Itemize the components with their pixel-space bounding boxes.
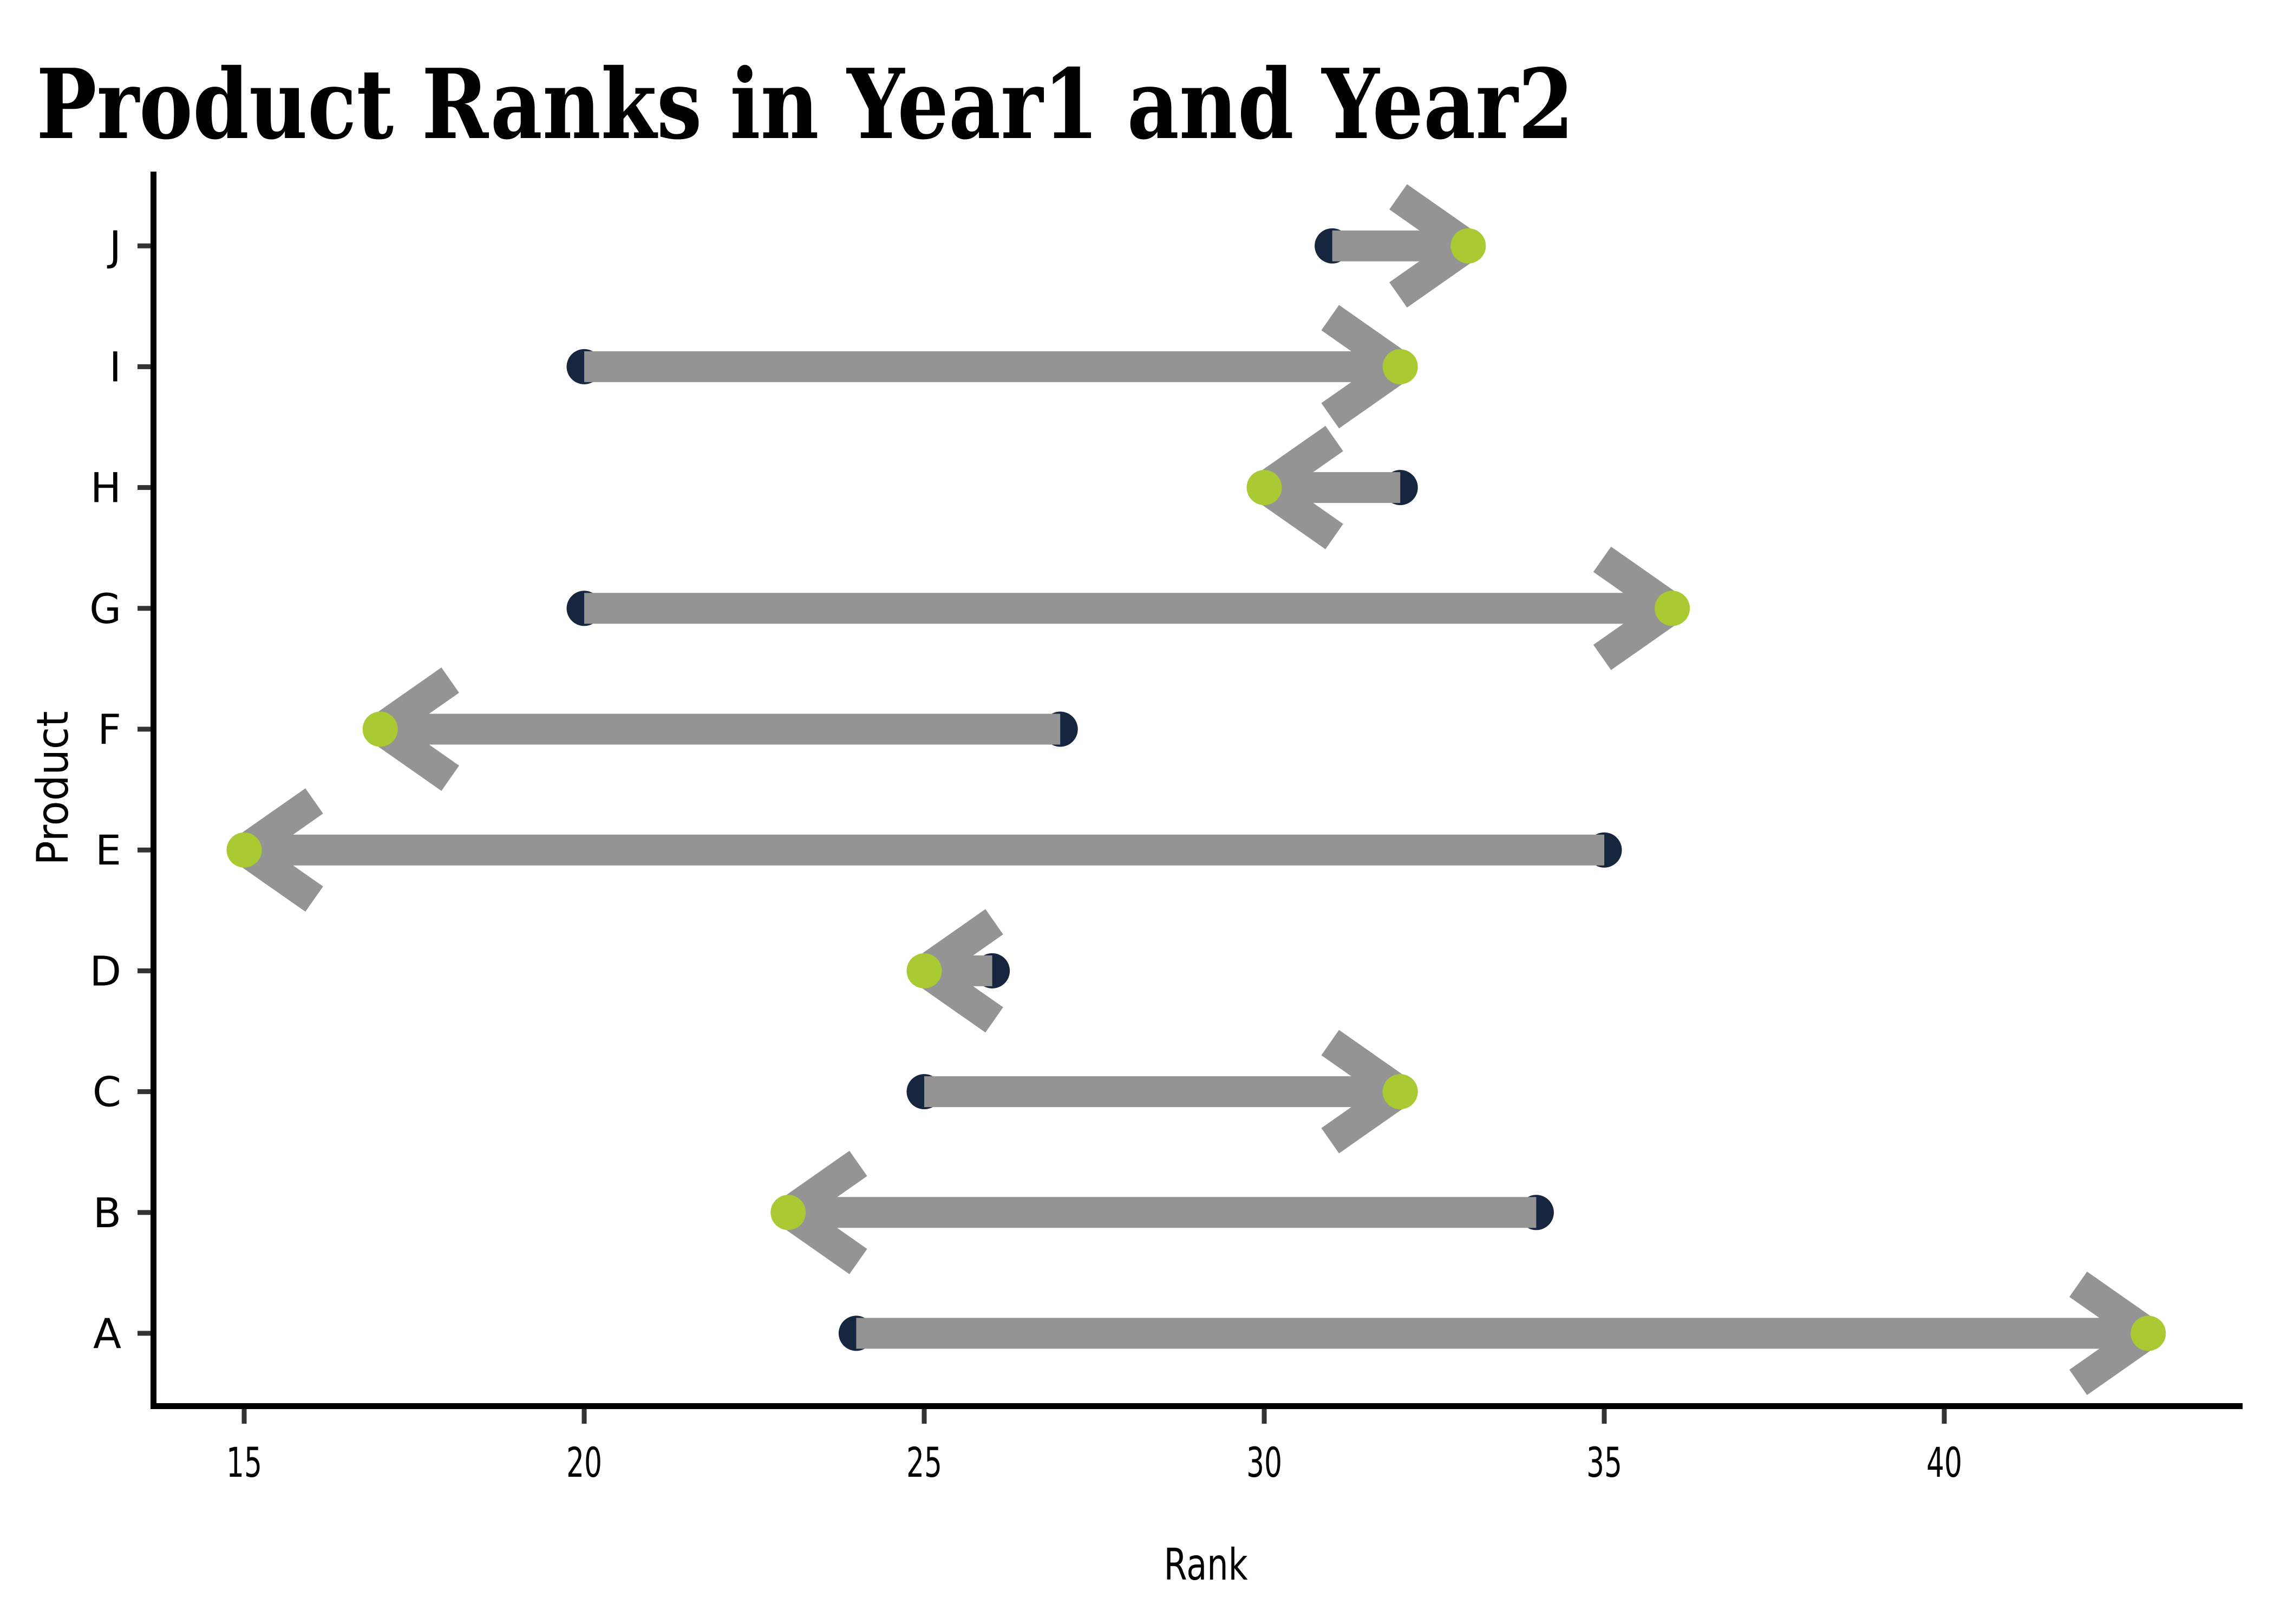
- y-tick-J: [138, 243, 151, 248]
- row-B: [770, 1150, 1554, 1274]
- y-tick-E: [138, 847, 151, 853]
- y-tick-label-G: G: [89, 585, 121, 633]
- y-tick-F: [138, 726, 151, 732]
- x-axis-line: [151, 1403, 2243, 1409]
- y-tick-label-F: F: [97, 705, 121, 754]
- row-E: [226, 788, 1622, 912]
- x-tick-label-20: 20: [566, 1438, 602, 1487]
- year2-dot-D: [906, 953, 942, 988]
- x-tick-label-40: 40: [1926, 1438, 1962, 1487]
- y-axis-line: [151, 172, 156, 1409]
- row-F: [362, 667, 1078, 791]
- x-tick-25: [922, 1409, 927, 1424]
- year2-dot-C: [1382, 1074, 1418, 1110]
- arrows-layer: [226, 184, 2166, 1395]
- y-tick-B: [138, 1210, 151, 1215]
- row-A: [838, 1272, 2166, 1395]
- row-G: [566, 546, 1690, 670]
- y-tick-label-B: B: [93, 1189, 121, 1237]
- y-tick-label-C: C: [93, 1068, 121, 1116]
- x-tick-label-35: 35: [1586, 1438, 1622, 1487]
- year2-dot-B: [770, 1195, 806, 1230]
- y-tick-C: [138, 1089, 151, 1095]
- x-tick-40: [1942, 1409, 1947, 1424]
- x-tick-15: [241, 1409, 247, 1424]
- y-tick-label-H: H: [90, 464, 121, 512]
- x-tick-35: [1602, 1409, 1607, 1424]
- row-D: [906, 909, 1010, 1033]
- x-tick-label-30: 30: [1246, 1438, 1282, 1487]
- year2-dot-G: [1655, 591, 1690, 626]
- row-J: [1315, 184, 1486, 308]
- x-tick-label-25: 25: [906, 1438, 942, 1487]
- x-axis-title: Rank: [1164, 1540, 1249, 1590]
- y-axis-title: Product: [28, 711, 78, 866]
- axis-labels-layer: 15 20 25 30 35 40 A B C D E F G H I J: [89, 222, 1962, 1487]
- y-tick-label-E: E: [95, 826, 121, 874]
- y-tick-I: [138, 364, 151, 369]
- axis-ticks-layer: [138, 243, 1947, 1424]
- year2-dot-H: [1246, 470, 1282, 506]
- x-tick-30: [1262, 1409, 1267, 1424]
- y-tick-H: [138, 485, 151, 490]
- row-I: [566, 305, 1418, 429]
- year2-dot-F: [362, 711, 398, 747]
- y-tick-A: [138, 1331, 151, 1336]
- row-C: [906, 1030, 1418, 1154]
- x-tick-20: [581, 1409, 587, 1424]
- year2-dot-I: [1382, 349, 1418, 384]
- year2-dot-E: [226, 832, 262, 868]
- y-tick-label-I: I: [109, 343, 121, 391]
- chart-title: Product Ranks in Year1 and Year2: [36, 48, 1574, 161]
- x-tick-label-15: 15: [226, 1438, 262, 1487]
- y-tick-D: [138, 968, 151, 973]
- y-tick-label-J: J: [107, 222, 121, 270]
- y-tick-label-A: A: [93, 1309, 121, 1358]
- y-tick-label-D: D: [89, 947, 121, 995]
- y-tick-G: [138, 606, 151, 611]
- year2-dot-A: [2131, 1315, 2166, 1351]
- year2-dot-J: [1450, 228, 1486, 264]
- row-H: [1246, 425, 1418, 549]
